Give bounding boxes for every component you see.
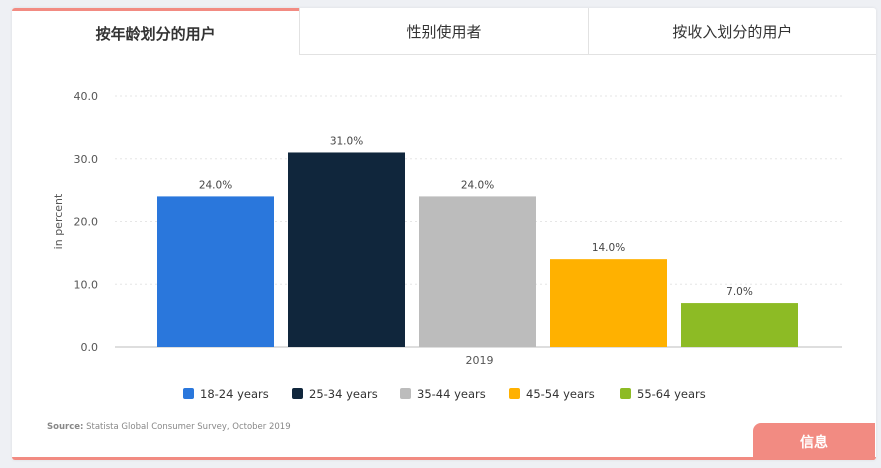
card-bottom-accent xyxy=(12,457,876,460)
tab-bar: 按年龄划分的用户 性别使用者 按收入划分的用户 xyxy=(12,8,876,55)
legend-swatch xyxy=(620,388,631,399)
bar-45-54-years xyxy=(550,259,667,347)
source-text: Statista Global Consumer Survey, October… xyxy=(86,422,291,432)
data-label: 31.0% xyxy=(330,135,363,147)
bar-55-64-years xyxy=(681,303,798,347)
y-tick-label: 0.0 xyxy=(81,341,99,354)
y-axis-label: in percent xyxy=(52,193,65,249)
legend-label: 18-24 years xyxy=(200,387,269,401)
data-label: 14.0% xyxy=(592,242,625,254)
y-tick-label: 10.0 xyxy=(74,278,99,291)
legend-swatch xyxy=(509,388,520,399)
legend-label: 25-34 years xyxy=(309,387,378,401)
legend-swatch xyxy=(183,388,194,399)
legend-label: 45-54 years xyxy=(526,387,595,401)
data-label: 24.0% xyxy=(461,179,494,191)
tab-users-by-gender[interactable]: 性别使用者 xyxy=(299,8,588,55)
legend-swatch xyxy=(292,388,303,399)
bar-18-24-years xyxy=(157,196,274,347)
data-label: 7.0% xyxy=(726,286,753,298)
source-note: Source: Statista Global Consumer Survey,… xyxy=(47,422,291,432)
x-tick-label: 2019 xyxy=(466,354,494,367)
bar-25-34-years xyxy=(288,152,405,347)
legend-label: 55-64 years xyxy=(637,387,706,401)
source-label: Source: xyxy=(47,422,84,432)
bar-chart: 0.0 10.0 20.0 30.0 40.0 in percent 24.0% 31.0% 2… xyxy=(52,90,842,401)
bar-35-44-years xyxy=(419,196,536,347)
y-tick-label: 40.0 xyxy=(74,90,99,103)
legend-label: 35-44 years xyxy=(417,387,486,401)
legend-swatch xyxy=(400,388,411,399)
tab-users-by-income[interactable]: 按收入划分的用户 xyxy=(587,8,876,55)
data-label: 24.0% xyxy=(199,179,232,191)
chart-card: 按年龄划分的用户 性别使用者 按收入划分的用户 0.0 10.0 20.0 30.0 4… xyxy=(12,8,876,460)
y-tick-label: 30.0 xyxy=(74,153,99,166)
y-tick-label: 20.0 xyxy=(74,216,99,229)
tab-users-by-age[interactable]: 按年龄划分的用户 xyxy=(12,8,300,55)
info-button[interactable]: 信息 xyxy=(753,423,875,460)
